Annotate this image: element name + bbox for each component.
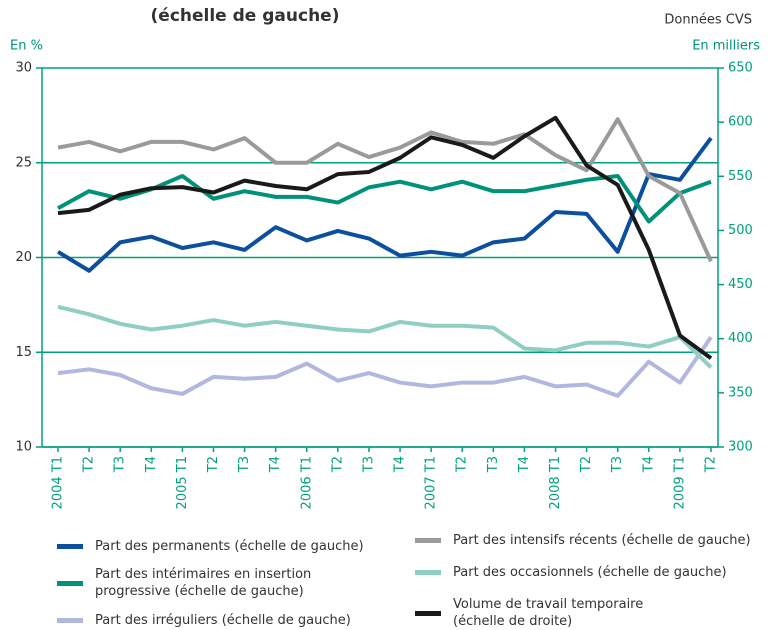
legend-item: Volume de travail temporaire (échelle de… bbox=[415, 596, 715, 630]
x-tick-label: T2 bbox=[82, 456, 97, 473]
legend-swatch bbox=[415, 570, 441, 575]
x-tick-label: T4 bbox=[517, 456, 532, 473]
chart: (échelle de gauche) Données CVS En % En … bbox=[10, 6, 760, 509]
x-tick-label: T4 bbox=[393, 456, 408, 473]
y-tick-label: 15 bbox=[15, 345, 32, 360]
legend-item: Part des intensifs récents (échelle de g… bbox=[415, 532, 765, 549]
y2-tick-label: 600 bbox=[728, 115, 753, 130]
x-tick-label: T4 bbox=[144, 456, 159, 473]
legend-item: Part des permanents (échelle de gauche) bbox=[57, 538, 407, 555]
x-tick-label: T3 bbox=[486, 456, 501, 473]
legend-swatch bbox=[415, 610, 441, 616]
x-tick-label: T3 bbox=[113, 456, 128, 473]
y2-tick-label: 550 bbox=[728, 169, 753, 184]
x-tick-label: T3 bbox=[237, 456, 252, 473]
series-line bbox=[57, 117, 713, 263]
legend-label: Part des occasionnels (échelle de gauche… bbox=[453, 565, 727, 580]
x-tick-label: 2009 T1 bbox=[672, 456, 687, 509]
x-tick-label: 2004 T1 bbox=[51, 456, 66, 509]
x-tick-label: T2 bbox=[330, 456, 345, 473]
y-tick-label: 30 bbox=[15, 61, 32, 76]
y2-tick-label: 400 bbox=[728, 331, 753, 346]
legend-label: Part des intérimaires en insertion progr… bbox=[95, 567, 312, 599]
y2-tick-label: 650 bbox=[728, 61, 753, 76]
legend-item: Part des intérimaires en insertion progr… bbox=[57, 566, 357, 600]
y2-tick-label: 500 bbox=[728, 223, 753, 238]
legend-label: Part des permanents (échelle de gauche) bbox=[95, 539, 364, 554]
y-tick-label: 20 bbox=[15, 250, 32, 265]
legend-swatch bbox=[57, 580, 83, 586]
x-tick-label: T3 bbox=[361, 456, 376, 473]
y2-tick-label: 450 bbox=[728, 277, 753, 292]
series-line bbox=[57, 115, 713, 360]
chart-subtitle: Données CVS bbox=[664, 13, 752, 28]
x-tick-label: 2005 T1 bbox=[175, 456, 190, 509]
y2-tick-label: 350 bbox=[728, 385, 753, 400]
series-line bbox=[57, 304, 713, 369]
legend-label: Volume de travail temporaire (échelle de… bbox=[453, 597, 644, 629]
x-tick-label: T2 bbox=[206, 456, 221, 473]
chart-title: (échelle de gauche) bbox=[151, 6, 340, 26]
series-line bbox=[57, 174, 712, 224]
x-tick-label: T4 bbox=[641, 456, 656, 473]
x-tick-label: 2006 T1 bbox=[299, 456, 314, 509]
legend-label: Part des intensifs récents (échelle de g… bbox=[453, 533, 751, 548]
y2-tick-label: 300 bbox=[728, 440, 753, 455]
y-tick-label: 10 bbox=[15, 440, 32, 455]
y-axis-label: En % bbox=[10, 39, 43, 54]
legend-item: Part des irréguliers (échelle de gauche) bbox=[57, 612, 407, 629]
x-tick-label: T4 bbox=[268, 456, 283, 473]
x-tick-label: T2 bbox=[579, 456, 594, 473]
legend-swatch bbox=[57, 544, 83, 549]
series-line bbox=[56, 136, 713, 273]
x-tick-label: T2 bbox=[704, 456, 719, 473]
y-tick-label: 25 bbox=[15, 155, 32, 170]
y2-axis-label: En milliers bbox=[692, 39, 760, 54]
x-tick-label: 2008 T1 bbox=[548, 456, 563, 509]
x-tick-label: T2 bbox=[455, 456, 470, 473]
x-tick-label: 2007 T1 bbox=[424, 456, 439, 509]
legend-swatch bbox=[415, 538, 441, 543]
legend-item: Part des occasionnels (échelle de gauche… bbox=[415, 564, 765, 581]
x-tick-label: T3 bbox=[610, 456, 625, 473]
legend-swatch bbox=[57, 618, 83, 623]
legend-label: Part des irréguliers (échelle de gauche) bbox=[95, 613, 351, 628]
series-line bbox=[57, 335, 713, 398]
